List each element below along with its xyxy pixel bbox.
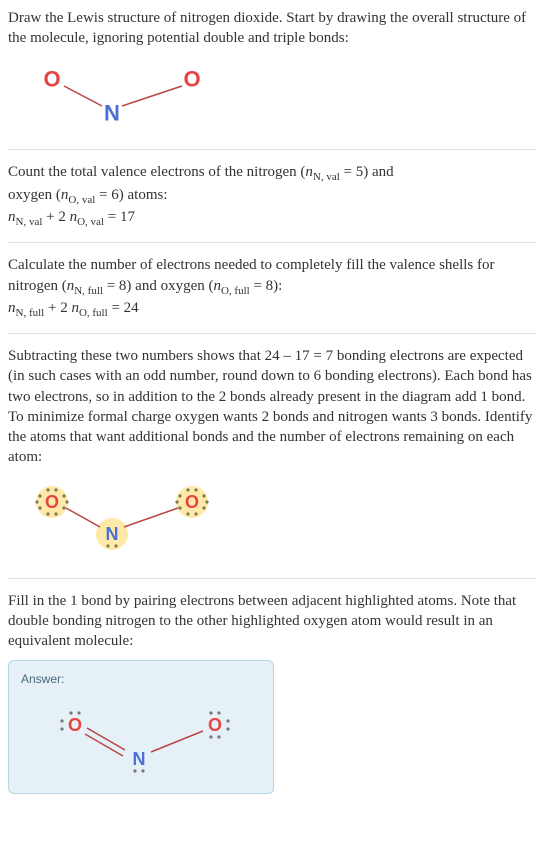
- eq1-sub1: N, val: [16, 216, 43, 228]
- svg-text:O: O: [183, 66, 200, 91]
- n-nfull-sub: N, full: [74, 285, 103, 297]
- svg-text:O: O: [68, 715, 82, 735]
- skeleton-diagram: O O N: [12, 57, 537, 133]
- valence-text-1: Count the total valence electrons of the…: [8, 164, 305, 180]
- svg-text:N: N: [104, 100, 120, 125]
- final-text: Fill in the 1 bond by pairing electrons …: [8, 591, 537, 652]
- full-text-2b: = 8) and oxygen (: [103, 278, 214, 294]
- electron-diagram: O O N: [12, 476, 537, 562]
- answer-box: Answer: O O N: [8, 660, 274, 794]
- n-ofull-sub: O, full: [221, 285, 250, 297]
- answer-diagram: O O N: [25, 695, 261, 785]
- svg-text:O: O: [43, 66, 60, 91]
- eq1-term1: n: [8, 209, 16, 225]
- svg-text:N: N: [106, 524, 119, 544]
- svg-text:O: O: [208, 715, 222, 735]
- full-text-2c: = 8):: [250, 278, 283, 294]
- eq2-term1: n: [8, 300, 16, 316]
- full-shell-section: Calculate the number of electrons needed…: [8, 255, 537, 334]
- n-nval-sub: N, val: [313, 171, 340, 183]
- valence-text-2a: oxygen (: [8, 187, 61, 203]
- n-oval-sub: O, val: [68, 194, 95, 206]
- valence-count-section: Count the total valence electrons of the…: [8, 162, 537, 244]
- intro-text: Draw the Lewis structure of nitrogen dio…: [8, 8, 537, 49]
- eq1-sub2: O, val: [77, 216, 104, 228]
- eq2-sub2: O, full: [79, 307, 108, 319]
- n-symbol-4: n: [213, 278, 221, 294]
- eq2-rhs: = 24: [111, 300, 138, 316]
- eq1-plus: + 2: [46, 209, 69, 225]
- valence-text-2b: = 6) atoms:: [95, 187, 167, 203]
- intro-section: Draw the Lewis structure of nitrogen dio…: [8, 8, 537, 150]
- eq2-sub1: N, full: [16, 307, 45, 319]
- svg-text:N: N: [133, 749, 146, 769]
- eq2-term2: n: [71, 300, 79, 316]
- n-symbol: n: [305, 164, 313, 180]
- svg-text:O: O: [185, 492, 199, 512]
- svg-text:O: O: [45, 492, 59, 512]
- full-text-1: Calculate the number of electrons needed…: [8, 257, 494, 273]
- answer-label: Answer:: [21, 671, 261, 687]
- eq1-rhs: = 17: [108, 209, 135, 225]
- eq1-term2: n: [70, 209, 78, 225]
- full-text-2a: nitrogen (: [8, 278, 67, 294]
- bonding-section: Subtracting these two numbers shows that…: [8, 346, 537, 579]
- valence-text-1b: = 5) and: [340, 164, 394, 180]
- final-section: Fill in the 1 bond by pairing electrons …: [8, 591, 537, 652]
- bonding-text: Subtracting these two numbers shows that…: [8, 346, 537, 468]
- eq2-plus: + 2: [48, 300, 71, 316]
